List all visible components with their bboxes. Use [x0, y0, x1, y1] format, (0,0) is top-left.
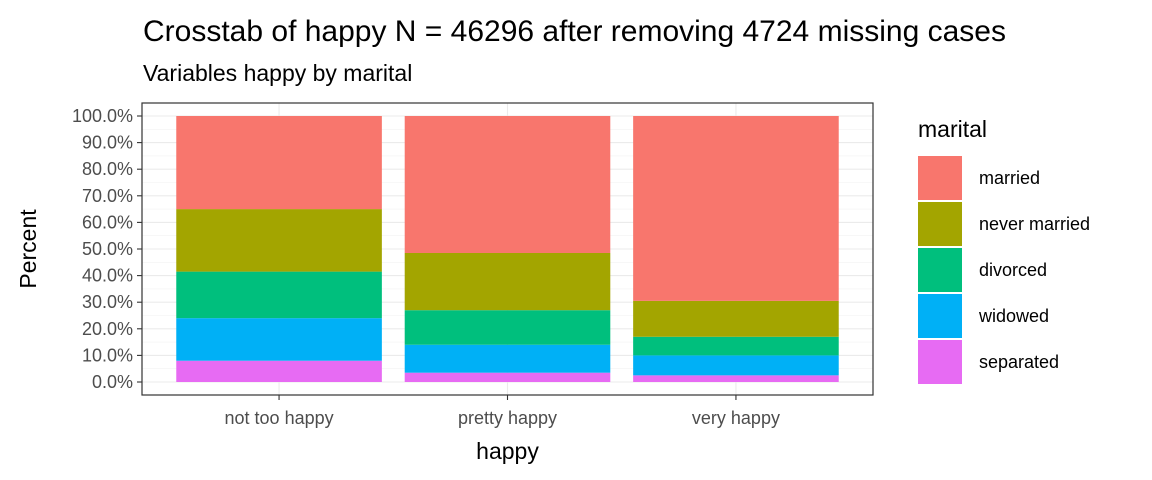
y-axis-title: Percent: [15, 209, 41, 289]
y-axis: 0.0% 10.0% 20.0% 30.0% 40.0% 50.0% 60.0% 70.0% 8…: [72, 106, 142, 392]
y-tick-label: 30.0%: [82, 292, 133, 312]
x-tick-label: not too happy: [225, 408, 334, 428]
bar-segment-widowed: [404, 344, 611, 373]
bar-segment-divorced: [404, 310, 611, 345]
bar-segment-divorced: [633, 336, 839, 356]
x-axis: not too happy pretty happy very happy: [225, 395, 780, 428]
x-axis-title: happy: [476, 438, 539, 464]
bar-segment-widowed: [176, 318, 382, 361]
bar-segment-never-married: [176, 209, 382, 272]
y-tick-label: 10.0%: [82, 345, 133, 365]
x-tick-label: very happy: [692, 408, 780, 428]
legend-label: never married: [979, 214, 1090, 234]
chart-title: Crosstab of happy N = 46296 after removi…: [143, 15, 1006, 48]
legend-title: marital: [918, 116, 987, 142]
bar-segment-married: [404, 116, 611, 253]
bar-segment-never-married: [404, 252, 611, 311]
bar-segment-married: [633, 116, 839, 301]
legend-label: divorced: [979, 260, 1047, 280]
y-tick-label: 90.0%: [82, 133, 133, 153]
bar-segment-separated: [176, 360, 382, 382]
bars-group: [176, 116, 839, 382]
legend-key: [918, 248, 962, 292]
legend-label: widowed: [978, 306, 1049, 326]
y-tick-label: 80.0%: [82, 159, 133, 179]
bar-segment-separated: [404, 372, 611, 382]
bar-segment-married: [176, 116, 382, 210]
y-tick-label: 100.0%: [72, 106, 133, 126]
legend-key: [918, 294, 962, 338]
legend-key: [918, 202, 962, 246]
y-tick-label: 70.0%: [82, 186, 133, 206]
legend-key: [918, 156, 962, 200]
y-tick-label: 40.0%: [82, 266, 133, 286]
bar-segment-divorced: [176, 271, 382, 319]
bar-segment-never-married: [633, 300, 839, 337]
y-tick-label: 60.0%: [82, 212, 133, 232]
y-tick-label: 20.0%: [82, 319, 133, 339]
legend-label: separated: [979, 352, 1059, 372]
bar-segment-widowed: [633, 355, 839, 376]
legend: married never married divorced widowed separ…: [918, 156, 1090, 384]
chart-subtitle: Variables happy by marital: [143, 60, 412, 86]
y-tick-label: 50.0%: [82, 239, 133, 259]
legend-key: [918, 340, 962, 384]
legend-label: married: [979, 168, 1040, 188]
x-tick-label: pretty happy: [458, 408, 557, 428]
bar-segment-separated: [633, 375, 839, 382]
y-tick-label: 0.0%: [92, 372, 133, 392]
